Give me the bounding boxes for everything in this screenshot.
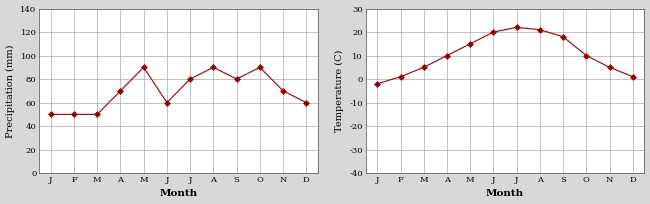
X-axis label: Month: Month	[486, 190, 524, 198]
Y-axis label: Temperature (C): Temperature (C)	[335, 50, 344, 132]
Y-axis label: Precipitation (mm): Precipitation (mm)	[6, 44, 15, 137]
X-axis label: Month: Month	[159, 190, 198, 198]
